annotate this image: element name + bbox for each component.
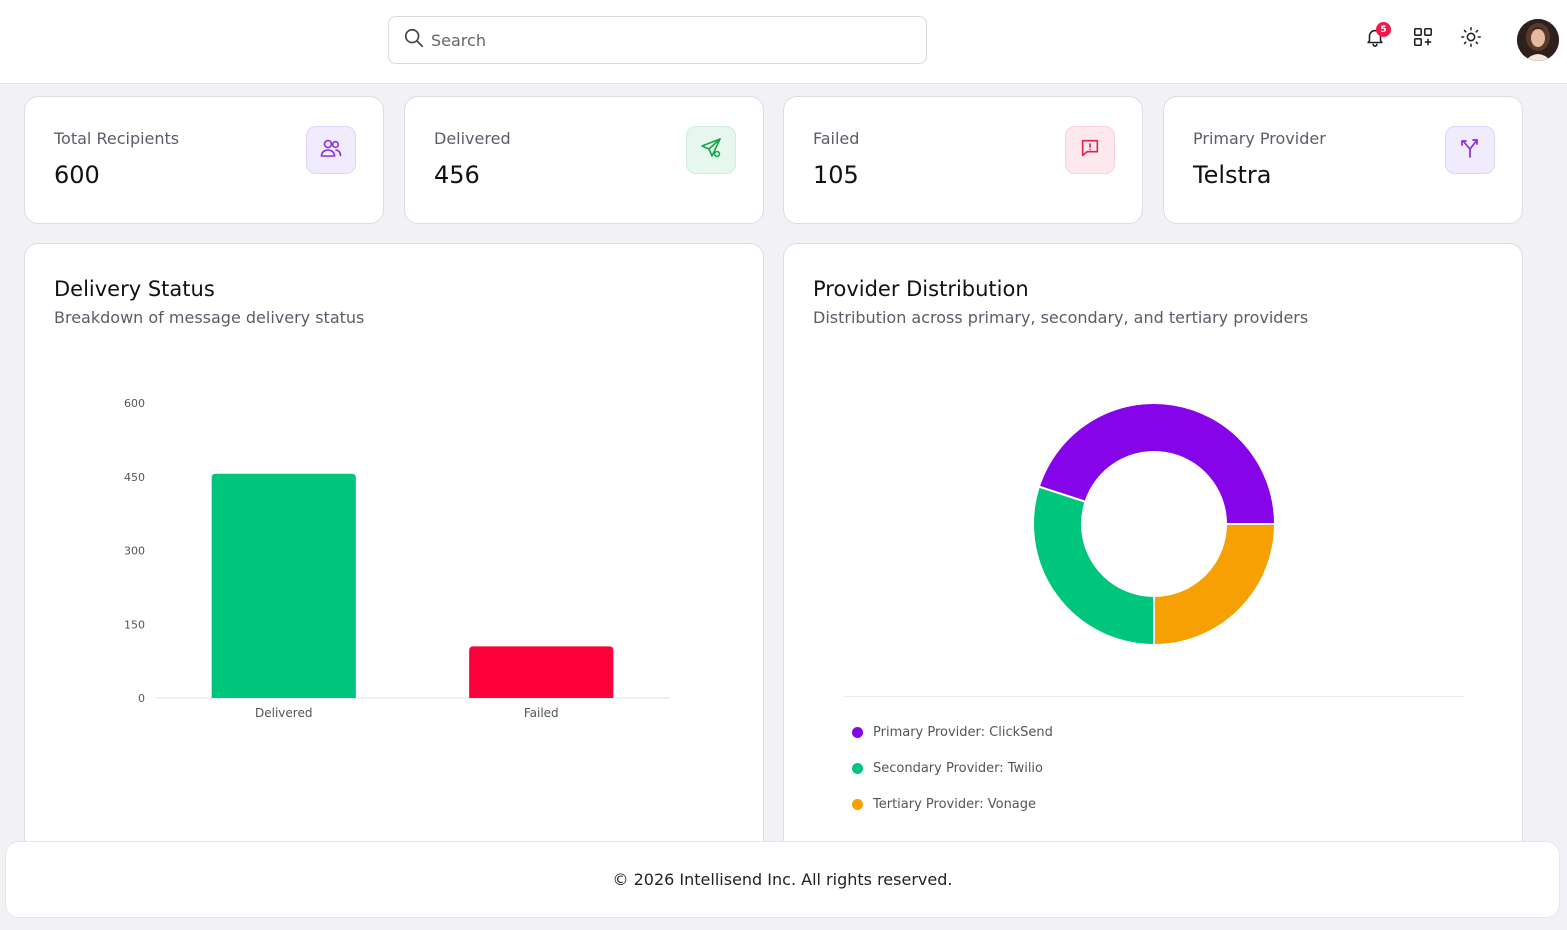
stat-card-delivered: Delivered 456 (404, 96, 764, 224)
users-icon (319, 136, 343, 164)
legend-label: Primary Provider: ClickSend (873, 725, 1053, 740)
stat-icon-box (686, 126, 736, 174)
top-bar: 5 (0, 0, 1567, 84)
x-tick-label: Failed (524, 706, 559, 720)
donut-slice-tertiary[interactable] (1153, 523, 1277, 647)
stat-icon-box (1445, 126, 1495, 174)
provider-distribution-panel: Provider Distribution Distribution acros… (783, 243, 1523, 863)
y-tick-label: 600 (124, 397, 145, 410)
panel-subtitle: Breakdown of message delivery status (54, 308, 365, 327)
stat-card-total-recipients: Total Recipients 600 (24, 96, 384, 224)
stat-value: Telstra (1193, 161, 1272, 189)
stat-icon-box (1065, 126, 1115, 174)
notifications-button[interactable]: 5 (1362, 22, 1391, 52)
split-icon (1458, 136, 1482, 164)
y-tick-label: 450 (124, 471, 145, 484)
message-alert-icon (1079, 137, 1101, 163)
legend-divider (843, 696, 1465, 697)
stat-label: Total Recipients (54, 129, 180, 148)
search-input[interactable] (431, 30, 911, 50)
notification-badge: 5 (1376, 22, 1391, 37)
panel-title: Delivery Status (54, 277, 215, 301)
legend-item-secondary: Secondary Provider: Twilio (852, 761, 1043, 776)
provider-donut-chart (1032, 402, 1277, 647)
footer: © 2026 Intellisend Inc. All rights reser… (5, 841, 1560, 918)
send-icon (699, 136, 723, 164)
apps-add-icon (1412, 26, 1434, 52)
legend-label: Secondary Provider: Twilio (873, 761, 1043, 776)
stat-icon-box (306, 126, 356, 174)
stat-label: Delivered (434, 129, 511, 148)
donut-slice-secondary[interactable] (1032, 485, 1155, 647)
legend-dot (852, 727, 863, 738)
panel-title: Provider Distribution (813, 277, 1029, 301)
stat-card-failed: Failed 105 (783, 96, 1143, 224)
legend-item-primary: Primary Provider: ClickSend (852, 725, 1053, 740)
stat-value: 456 (434, 161, 480, 189)
legend-item-tertiary: Tertiary Provider: Vonage (852, 797, 1036, 812)
apps-button[interactable] (1410, 26, 1436, 52)
legend-label: Tertiary Provider: Vonage (873, 797, 1037, 812)
delivery-bar-chart: 0 150 300 450 600 Delivered Failed (124, 397, 670, 720)
legend-dot (852, 763, 863, 774)
y-tick-label: 300 (124, 545, 145, 558)
stat-label: Primary Provider (1193, 129, 1326, 148)
stat-label: Failed (813, 129, 860, 148)
avatar[interactable] (1517, 19, 1559, 61)
sun-icon (1460, 26, 1482, 52)
donut-slice-primary[interactable] (1037, 402, 1277, 525)
y-tick-label: 0 (138, 692, 145, 705)
search-icon (403, 27, 425, 53)
legend-dot (852, 799, 863, 810)
y-tick-label: 150 (124, 618, 145, 631)
x-tick-label: Delivered (255, 706, 312, 720)
bar-failed[interactable] (469, 646, 614, 698)
theme-toggle-button[interactable] (1458, 26, 1484, 52)
footer-copyright: © 2026 Intellisend Inc. All rights reser… (612, 870, 953, 889)
stat-card-primary-provider: Primary Provider Telstra (1163, 96, 1523, 224)
stat-value: 600 (54, 161, 100, 189)
delivery-status-panel: Delivery Status Breakdown of message del… (24, 243, 764, 863)
stat-value: 105 (813, 161, 859, 189)
search-box[interactable] (388, 16, 927, 64)
panel-subtitle: Distribution across primary, secondary, … (813, 308, 1309, 327)
bar-delivered[interactable] (211, 473, 356, 698)
